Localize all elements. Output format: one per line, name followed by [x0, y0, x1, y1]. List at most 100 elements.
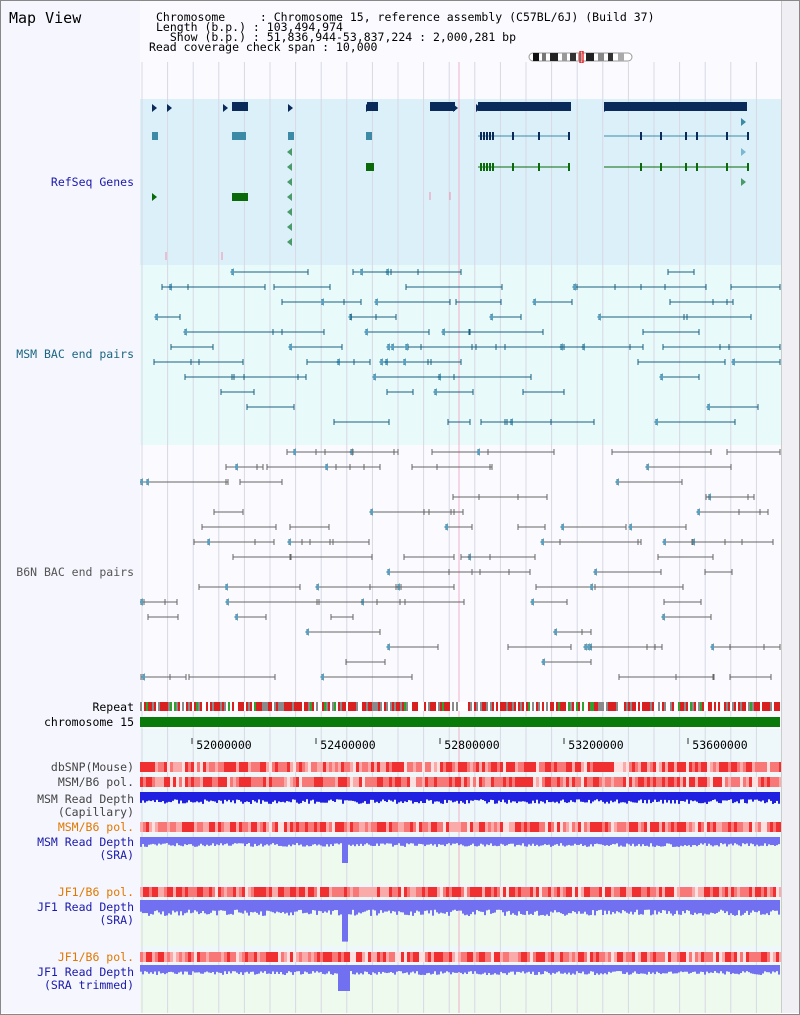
- msm-capillary-depth-bar: [178, 792, 180, 804]
- msm-sra-depth-bar: [486, 837, 488, 845]
- jf1-b6-pol-cell: [146, 887, 149, 897]
- repeat-segment: [738, 702, 740, 711]
- dbsnp-cell: [221, 762, 224, 772]
- msm-capillary-depth-bar: [744, 792, 746, 803]
- dbsnp-cell: [272, 762, 275, 772]
- track-label-jf1-b6-pol[interactable]: JF1/B6 pol.: [57, 885, 134, 899]
- repeat-segment: [566, 702, 568, 711]
- msm-capillary-depth-bar: [302, 792, 304, 801]
- track-label-repeat[interactable]: Repeat: [92, 700, 134, 714]
- repeat-segment: [406, 702, 408, 711]
- jf1-trimmed-depth-bar: [668, 965, 670, 972]
- jf1-b6-pol-cell: [254, 887, 257, 897]
- msm-b6-pol-sra-cell: [641, 822, 644, 832]
- msm-b6-pol-sra-cell: [674, 822, 677, 832]
- msm-sra-depth-bar: [542, 837, 544, 846]
- msm-sra-depth-bar: [408, 837, 410, 845]
- track-label-jf1-b6-pol-2[interactable]: JF1/B6 pol.: [57, 950, 134, 964]
- jf1-sra-depth-bar: [638, 900, 640, 915]
- jf1-sra-depth-bar: [332, 900, 334, 911]
- dbsnp-cell: [764, 762, 767, 772]
- jf1-sra-depth-bar: [406, 900, 408, 915]
- gene-exon: [747, 163, 749, 171]
- msm-b6-pol-cell: [572, 777, 575, 787]
- chromosome-ideogram[interactable]: [528, 51, 634, 63]
- msm-sra-depth-bar: [576, 837, 578, 845]
- msm-b6-pol-sra-cell: [551, 822, 554, 832]
- jf1-trimmed-depth-bar: [302, 965, 304, 975]
- jf1-b6-pol-cell: [752, 887, 755, 897]
- dbsnp-cell: [194, 762, 197, 772]
- jf1-b6-pol-2-cell: [707, 952, 710, 962]
- track-label-msm-b6-pol[interactable]: MSM/B6 pol.: [57, 775, 134, 789]
- msm-sra-depth-bar: [686, 837, 688, 846]
- jf1-trimmed-depth-bar: [616, 965, 618, 972]
- msm-capillary-depth-bar: [714, 792, 716, 800]
- dbsnp-cell: [662, 762, 665, 772]
- msm-bac-arrow: [390, 343, 394, 351]
- msm-b6-pol-sra-cell: [620, 822, 623, 832]
- repeat-segment: [304, 702, 306, 711]
- jf1-b6-pol-2-cell: [383, 952, 386, 962]
- dbsnp-cell: [140, 762, 143, 772]
- jf1-sra-depth-bar: [474, 900, 476, 915]
- jf1-sra-depth-bar: [652, 900, 654, 915]
- repeat-segment: [176, 702, 178, 711]
- msm-b6-pol-sra-cell: [725, 822, 728, 832]
- jf1-trimmed-depth-bar: [600, 965, 602, 974]
- msm-sra-depth-bar: [204, 837, 206, 847]
- repeat-segment: [426, 702, 428, 711]
- jf1-b6-pol-2-cell: [722, 952, 725, 962]
- repeat-segment: [624, 702, 626, 711]
- msm-b6-pol-sra-cell: [680, 822, 683, 832]
- track-label-msm-read-depth-sra[interactable]: MSM Read Depth: [37, 835, 134, 849]
- repeat-segment: [730, 702, 732, 711]
- track-label-dbsnp[interactable]: dbSNP(Mouse): [50, 760, 134, 774]
- msm-b6-pol-sra-cell: [392, 822, 395, 832]
- track-label-jf1-read-depth[interactable]: JF1 Read Depth: [37, 900, 134, 914]
- track-label-msm-read-depth[interactable]: MSM Read Depth: [37, 792, 134, 806]
- msm-sra-depth-bar: [324, 837, 326, 847]
- b6n-bac-arrow: [645, 463, 649, 471]
- msm-b6-pol-sra-cell: [698, 822, 701, 832]
- repeat-segment: [608, 702, 610, 711]
- jf1-trimmed-depth-bar: [486, 965, 488, 975]
- msm-b6-pol-cell: [695, 777, 698, 787]
- repeat-segment: [702, 702, 704, 711]
- genome-tracks-canvas[interactable]: 52000000 52400000 52800000 53200000 53600000: [140, 0, 781, 1015]
- jf1-b6-pol-cell: [377, 887, 380, 897]
- jf1-trimmed-depth-bar: [218, 965, 220, 973]
- jf1-sra-depth-bar: [408, 900, 410, 916]
- msm-b6-pol-cell: [197, 777, 200, 787]
- msm-b6-pol-sra-cell: [185, 822, 188, 832]
- jf1-b6-pol-cell: [542, 887, 545, 897]
- dbsnp-cell: [323, 762, 326, 772]
- repeat-segment: [266, 702, 268, 711]
- jf1-b6-pol-2-cell: [539, 952, 542, 962]
- jf1-b6-pol-cell: [185, 887, 188, 897]
- jf1-sra-depth-bar: [752, 900, 754, 911]
- track-label-msm-b6-pol-sra[interactable]: MSM/B6 pol.: [57, 820, 134, 834]
- dbsnp-cell: [653, 762, 656, 772]
- repeat-segment: [518, 702, 520, 711]
- jf1-trimmed-depth-bar: [466, 965, 468, 974]
- jf1-sra-depth-bar: [600, 900, 602, 910]
- vertical-scrollbar[interactable]: [781, 1, 799, 1013]
- msm-b6-pol-sra-cell: [578, 822, 581, 832]
- msm-capillary-depth-bar: [574, 792, 576, 803]
- msm-capillary-depth-bar: [438, 792, 440, 802]
- jf1-sra-depth-bar: [294, 900, 296, 912]
- jf1-trimmed-depth-bar: [580, 965, 582, 974]
- repeat-segment: [686, 702, 688, 711]
- track-label-b6n-bac[interactable]: B6N BAC end pairs: [16, 565, 134, 579]
- dbsnp-cell: [260, 762, 263, 772]
- jf1-b6-pol-2-cell: [194, 952, 197, 962]
- repeat-segment: [424, 702, 426, 711]
- msm-sra-depth-bar: [638, 837, 640, 845]
- track-label-refseq[interactable]: RefSeq Genes: [50, 175, 134, 189]
- track-label-msm-bac[interactable]: MSM BAC end pairs: [16, 347, 134, 361]
- msm-capillary-depth-bar: [754, 792, 756, 800]
- track-label-jf1-read-depth-trimmed[interactable]: JF1 Read Depth: [37, 965, 134, 979]
- jf1-trimmed-depth-bar: [416, 965, 418, 972]
- msm-b6-pol-cell: [335, 777, 338, 787]
